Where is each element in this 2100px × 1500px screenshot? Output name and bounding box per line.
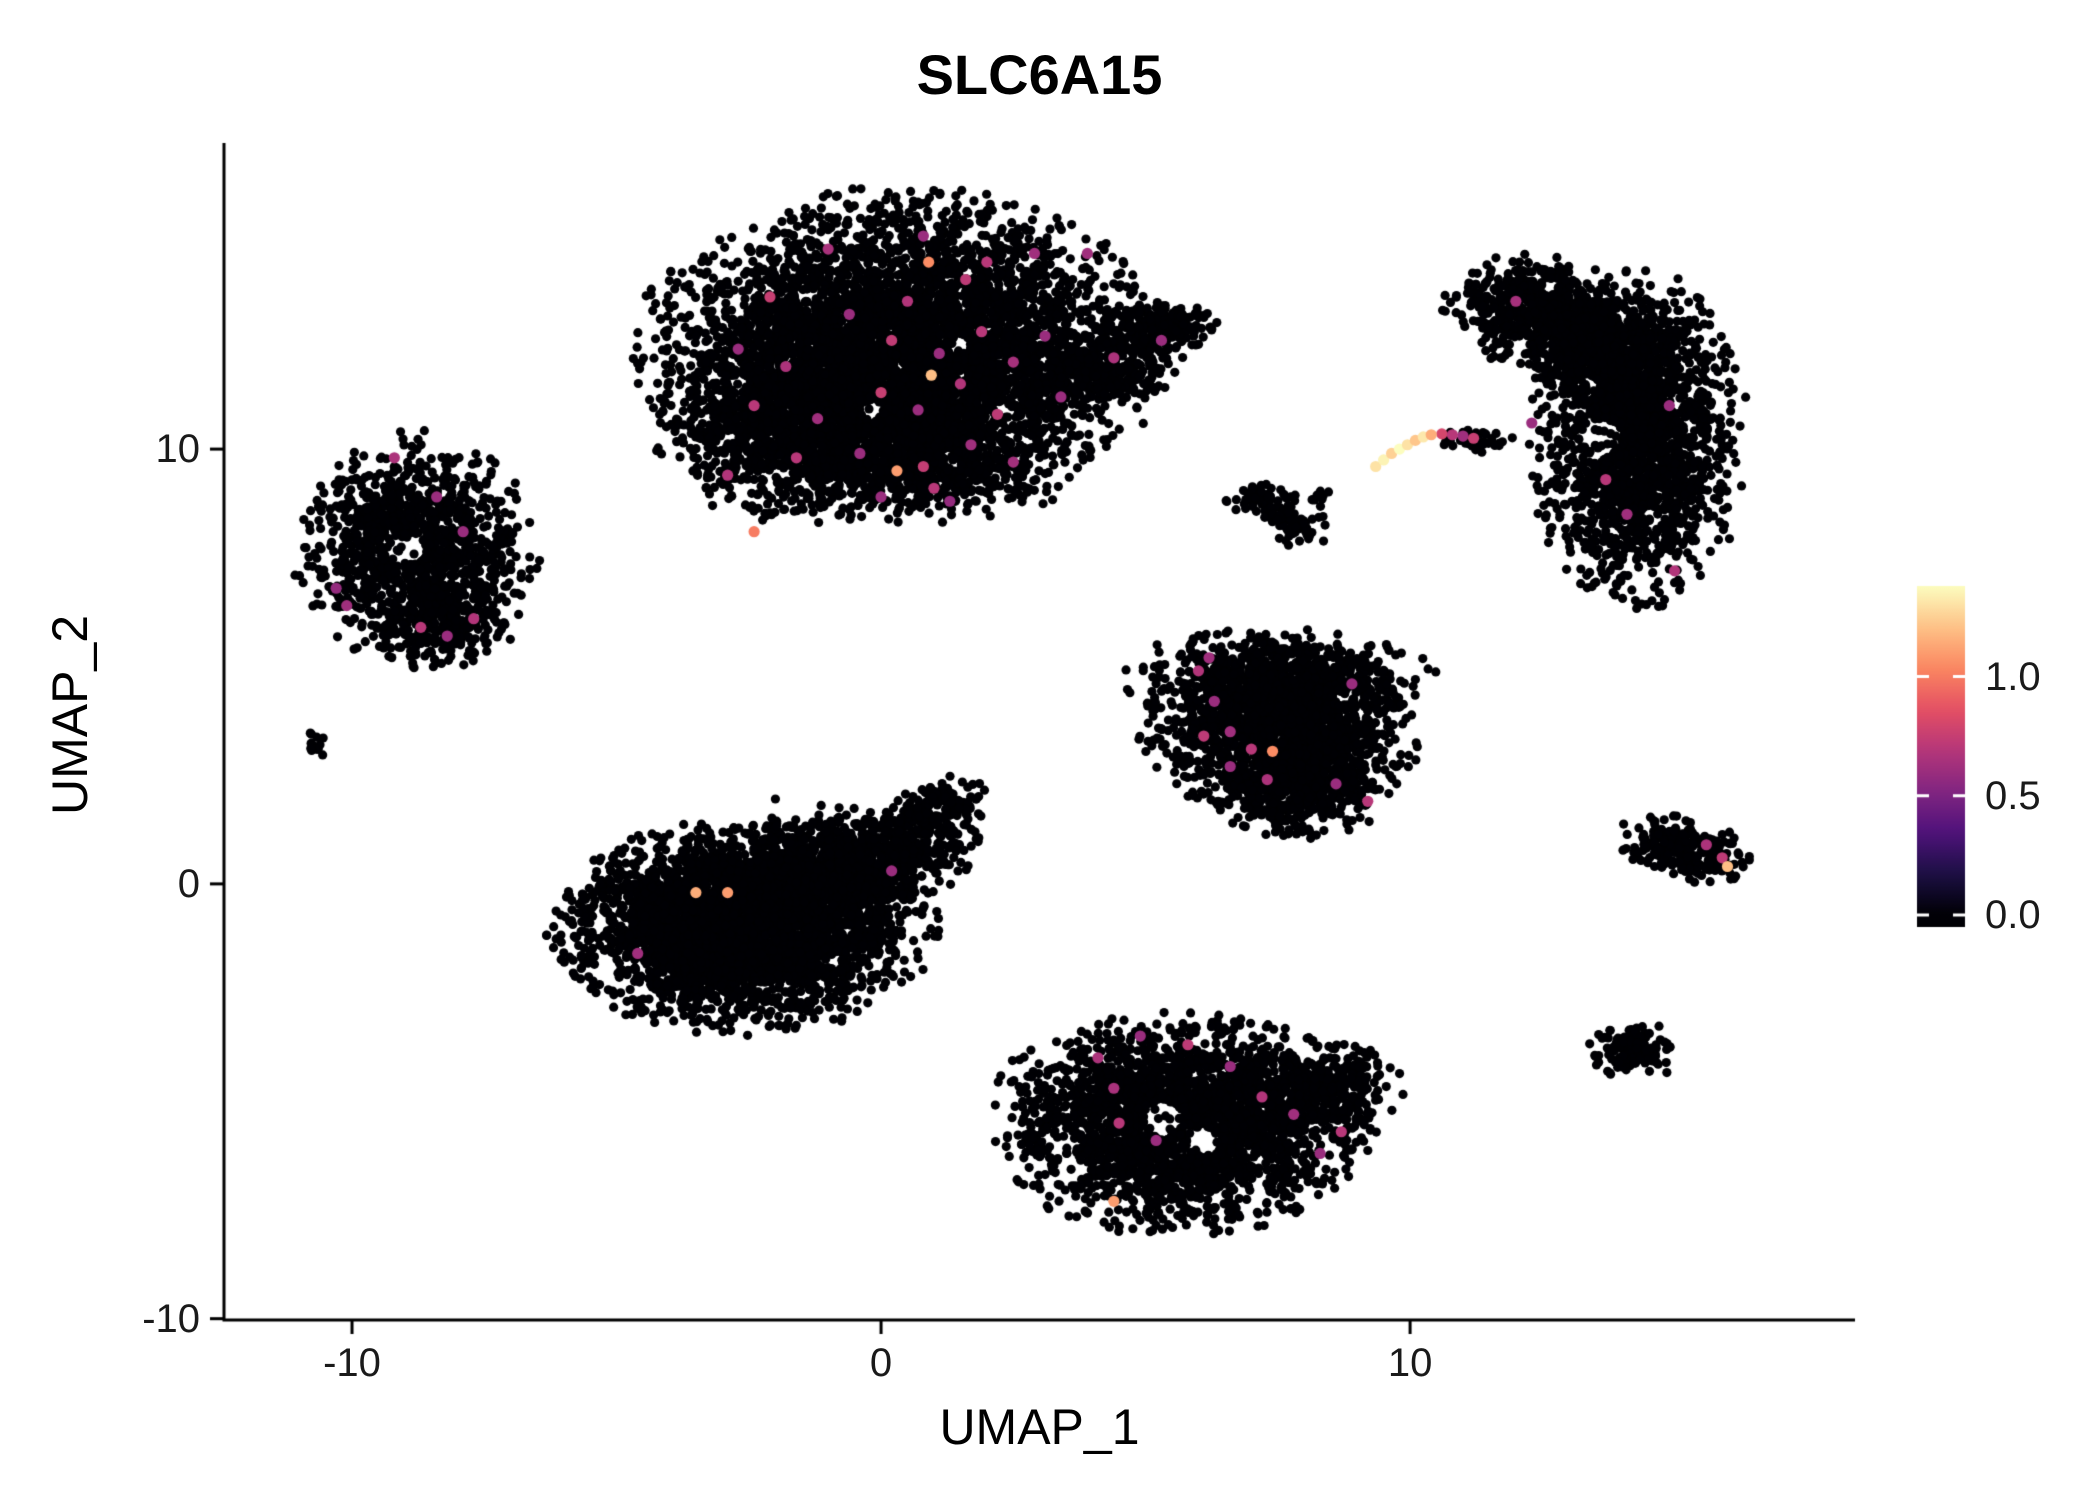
legend-tick-label: 0.5: [1985, 773, 2041, 818]
plot-title: SLC6A15: [916, 43, 1163, 106]
x-tick-label: -10: [323, 1341, 381, 1385]
x-tick-label: 0: [869, 1341, 893, 1385]
legend-tick-label: 1.0: [1985, 654, 2041, 699]
y-axis-label: UMAP_2: [42, 614, 98, 816]
x-axis-label: UMAP_1: [939, 1399, 1140, 1455]
y-tick-label: 10: [155, 427, 201, 472]
y-tick-label: 0: [177, 861, 200, 906]
legend-tick-label: 0.0: [1985, 893, 2041, 938]
y-tick-label: -10: [142, 1296, 200, 1341]
x-tick-label: 10: [1387, 1341, 1433, 1385]
